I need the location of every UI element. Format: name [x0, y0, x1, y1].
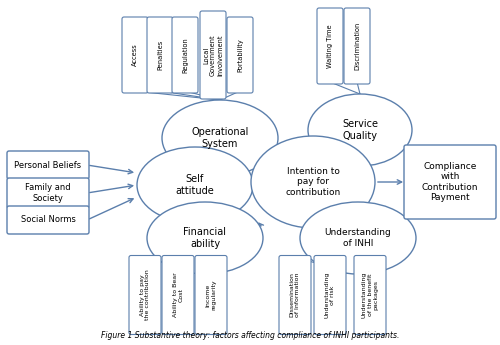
Text: Waiting Time: Waiting Time: [327, 24, 333, 68]
Text: Local
Government
Involvement: Local Government Involvement: [203, 34, 223, 76]
Ellipse shape: [300, 202, 416, 274]
Ellipse shape: [308, 94, 412, 166]
FancyBboxPatch shape: [7, 151, 89, 179]
Text: Income
regularity: Income regularity: [206, 280, 216, 310]
FancyBboxPatch shape: [279, 256, 311, 335]
Text: Understanding
of risk: Understanding of risk: [324, 272, 336, 318]
Ellipse shape: [251, 136, 375, 228]
Text: Ability to Bear
Cost: Ability to Bear Cost: [172, 273, 184, 317]
Text: Discrimination: Discrimination: [354, 22, 360, 70]
FancyBboxPatch shape: [317, 8, 343, 84]
Text: Access: Access: [132, 43, 138, 66]
Text: Regulation: Regulation: [182, 37, 188, 73]
FancyBboxPatch shape: [147, 17, 173, 93]
FancyBboxPatch shape: [172, 17, 198, 93]
Text: Family and
Society: Family and Society: [25, 183, 71, 203]
Text: Operational
System: Operational System: [192, 127, 248, 149]
Ellipse shape: [162, 100, 278, 176]
FancyBboxPatch shape: [195, 256, 227, 335]
FancyBboxPatch shape: [314, 256, 346, 335]
Text: Intention to
pay for
contribution: Intention to pay for contribution: [286, 167, 341, 197]
FancyBboxPatch shape: [354, 256, 386, 335]
Text: Understanding
of INHI: Understanding of INHI: [324, 228, 392, 248]
Text: Portability: Portability: [237, 38, 243, 72]
Text: Personal Beliefs: Personal Beliefs: [14, 160, 82, 169]
Text: Compliance
with
Contribution
Payment: Compliance with Contribution Payment: [422, 162, 478, 202]
FancyBboxPatch shape: [344, 8, 370, 84]
FancyBboxPatch shape: [162, 256, 194, 335]
Ellipse shape: [137, 147, 253, 223]
Text: Social Norms: Social Norms: [20, 216, 76, 225]
Text: Self
attitude: Self attitude: [176, 174, 214, 196]
FancyBboxPatch shape: [200, 11, 226, 99]
FancyBboxPatch shape: [122, 17, 148, 93]
FancyBboxPatch shape: [227, 17, 253, 93]
Text: Penalties: Penalties: [157, 40, 163, 70]
Text: Service
Quality: Service Quality: [342, 119, 378, 141]
Text: Understanding
of the benefit
packages: Understanding of the benefit packages: [362, 272, 378, 318]
FancyBboxPatch shape: [7, 178, 89, 208]
Text: Financial
ability: Financial ability: [184, 227, 226, 249]
Text: Dissemination
of Information: Dissemination of Information: [290, 273, 300, 317]
Ellipse shape: [147, 202, 263, 274]
FancyBboxPatch shape: [7, 206, 89, 234]
FancyBboxPatch shape: [404, 145, 496, 219]
FancyBboxPatch shape: [129, 256, 161, 335]
Text: Ability to pay
the contribution: Ability to pay the contribution: [140, 270, 150, 321]
Text: Figure 1 Substantive theory: factors affecting compliance of INHI participants.: Figure 1 Substantive theory: factors aff…: [101, 332, 399, 341]
